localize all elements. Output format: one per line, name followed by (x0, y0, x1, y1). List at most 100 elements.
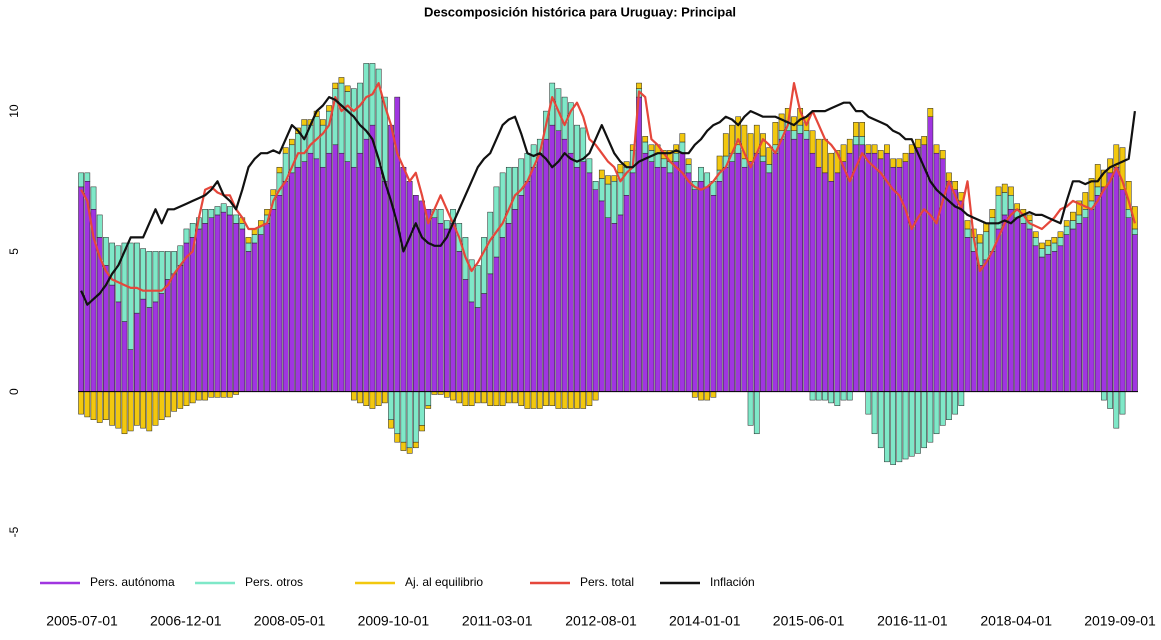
bar (567, 102, 574, 154)
bar (406, 181, 413, 392)
bar (915, 391, 921, 454)
bar (152, 301, 159, 392)
bar (753, 391, 760, 435)
bar (530, 391, 537, 409)
bar (598, 200, 605, 392)
bar (146, 251, 153, 308)
bar (1001, 192, 1008, 216)
bar (158, 293, 165, 392)
bar (202, 223, 208, 392)
bar (363, 138, 370, 392)
bar (536, 391, 543, 409)
bar (927, 116, 934, 392)
bar (673, 152, 680, 162)
bar (921, 144, 927, 392)
bar (766, 147, 773, 165)
bar (871, 144, 878, 154)
bar (611, 223, 618, 392)
bar (877, 150, 884, 160)
bar (1051, 242, 1058, 252)
bar (1094, 195, 1101, 392)
bar (896, 391, 903, 463)
bar (840, 144, 847, 162)
bar (710, 195, 717, 392)
bar (468, 259, 475, 303)
bar (1057, 245, 1064, 392)
bar (977, 234, 983, 244)
bar (84, 172, 91, 182)
bar (828, 391, 835, 404)
bar (183, 242, 190, 392)
bar (809, 130, 816, 154)
legend-label: Pers. total (580, 575, 634, 589)
bar (518, 158, 525, 196)
x-tick-label: 2018-04-01 (980, 613, 1052, 629)
bar (474, 391, 481, 404)
bar (381, 391, 388, 404)
bar (828, 152, 835, 182)
bar (320, 166, 326, 392)
bar (443, 391, 450, 398)
bar (214, 206, 221, 216)
bar (698, 391, 704, 401)
bar (1101, 186, 1107, 392)
bar (679, 133, 686, 143)
bar (921, 391, 927, 449)
bar (574, 124, 580, 168)
bar (220, 211, 227, 392)
bar (289, 172, 295, 392)
bar (586, 391, 593, 406)
bar (78, 172, 84, 188)
bar (1132, 228, 1138, 235)
bar (946, 391, 952, 420)
bar (1070, 220, 1076, 230)
bar (580, 391, 587, 409)
bar (1008, 195, 1014, 210)
bar (301, 161, 308, 392)
bar (660, 166, 667, 392)
bar (784, 130, 791, 392)
bar (1032, 231, 1039, 238)
bar (202, 209, 208, 224)
bar (450, 391, 456, 401)
bar (103, 237, 109, 266)
bar (1008, 209, 1014, 392)
bar (1001, 214, 1008, 392)
bar (127, 391, 134, 432)
bar (574, 166, 580, 392)
bar (902, 161, 909, 392)
bar (481, 391, 487, 404)
bar (1113, 391, 1120, 429)
bar (1014, 217, 1020, 392)
bar (165, 279, 171, 392)
bar (549, 391, 556, 406)
bar (1119, 147, 1126, 190)
bar (617, 214, 624, 392)
bar (859, 122, 866, 137)
bar (834, 391, 841, 406)
bar (220, 203, 227, 213)
bar (642, 152, 649, 392)
bar (1088, 178, 1095, 202)
bar (908, 144, 915, 154)
bar (189, 391, 196, 404)
bar (1001, 183, 1008, 193)
bar (536, 152, 543, 392)
bar (456, 251, 463, 392)
bar (301, 124, 308, 162)
line (80, 96, 1136, 306)
bar (884, 144, 890, 154)
bar (828, 181, 835, 392)
bar (505, 223, 512, 392)
bar (1101, 391, 1107, 401)
bar (797, 133, 804, 392)
bar (276, 195, 283, 392)
bar (939, 391, 946, 426)
bar (518, 195, 525, 392)
x-tick-label: 2014-01-01 (669, 613, 741, 629)
bar (481, 293, 487, 392)
bar (1051, 237, 1058, 244)
bar (1008, 186, 1014, 196)
bar (803, 138, 810, 392)
bar (605, 183, 611, 218)
